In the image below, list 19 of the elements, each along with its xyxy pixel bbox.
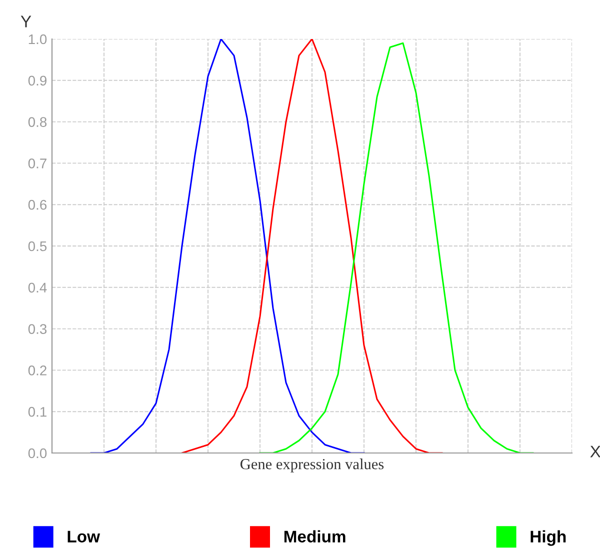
y-tick-label: 0.2 (28, 366, 46, 376)
legend-label: Medium (284, 530, 346, 542)
x-axis-title: Gene expression values (240, 458, 384, 472)
legend-label: High (530, 530, 566, 546)
line-series (259, 42, 534, 453)
y-tick-label: 0.6 (28, 200, 47, 210)
y-tick-label: 0.7 (28, 158, 46, 168)
legend-label: Low (68, 530, 100, 542)
line-series (181, 39, 443, 453)
y-axis-title: Y (20, 16, 32, 28)
y-tick-label: 0.9 (28, 76, 46, 86)
y-tick-label: 0.5 (28, 241, 47, 252)
line-series (90, 39, 365, 453)
y-tick-label: 0.4 (28, 282, 47, 293)
y-tick-label: 0.3 (28, 324, 47, 334)
y-tick-label: 0.0 (28, 448, 47, 458)
y-tick-label: 1.0 (28, 34, 47, 44)
y-tick-label: 0.8 (28, 117, 47, 127)
y-tick-label: 0.1 (28, 406, 46, 417)
